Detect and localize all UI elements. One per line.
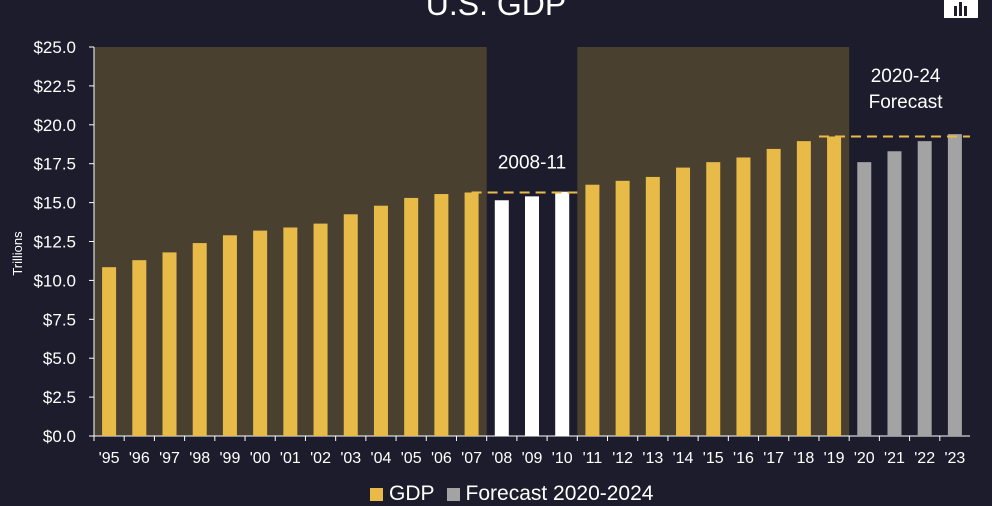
bar-05: [404, 197, 419, 436]
annotation-2008-11: 2008-11: [498, 152, 566, 173]
bar-11: [585, 184, 600, 436]
x-tick-label: '20: [854, 450, 875, 467]
bar-13: [645, 176, 660, 436]
bar-18: [796, 141, 811, 436]
chart-legend: GDP Forecast 2020-2024: [370, 482, 653, 506]
bar-01: [283, 227, 298, 436]
y-tick-label: $25.0: [33, 38, 76, 57]
bar-02: [313, 223, 328, 436]
legend-swatch-gdp: [370, 487, 383, 501]
bar-16: [736, 157, 751, 436]
x-tick-label: '12: [612, 450, 633, 467]
x-tick-label: '17: [763, 450, 784, 467]
legend-label-gdp: GDP: [389, 482, 435, 505]
y-tick-label: $5.0: [43, 349, 76, 368]
x-tick-label: '06: [431, 450, 452, 467]
y-tick-label: $17.5: [33, 155, 76, 174]
bar-95: [102, 267, 117, 436]
x-tick-label: '14: [673, 450, 694, 467]
x-tick-label: '02: [310, 450, 331, 467]
legend-item-forecast: Forecast 2020-2024: [446, 482, 654, 506]
x-tick-label: '13: [642, 450, 663, 467]
bar-10: [555, 191, 570, 436]
y-tick-label: $7.5: [43, 310, 76, 329]
x-tick-label: '19: [824, 450, 845, 467]
x-tick-label: '95: [99, 450, 120, 467]
x-tick-label: '18: [793, 450, 814, 467]
annotation-forecast-years: 2020-24: [871, 66, 941, 87]
x-tick-label: '23: [944, 450, 965, 467]
y-tick-label: $15.0: [33, 194, 76, 213]
bar-08: [494, 200, 509, 436]
bar-chart: $0.0 $2.5 $5.0 $7.5 $10.0 $12.5 $15.0 $17.5 $20.…: [10, 38, 970, 467]
x-tick-label: '07: [461, 450, 482, 467]
x-tick-label: '03: [340, 450, 361, 467]
bar-23: [947, 134, 962, 437]
x-tick-label: '21: [884, 450, 905, 467]
y-tick-label: $0.0: [43, 427, 76, 446]
x-tick-label: '10: [552, 450, 573, 467]
bar-12: [615, 180, 630, 436]
x-tick-label: '16: [733, 450, 754, 467]
bar-97: [162, 252, 177, 436]
legend-item-gdp: GDP: [370, 482, 435, 506]
bar-14: [676, 167, 691, 436]
y-tick-label: $10.0: [33, 271, 76, 290]
brand-logo-icon: [944, 0, 978, 18]
bar-22: [917, 141, 932, 436]
y-tick-label: $20.0: [33, 116, 76, 135]
bar-98: [192, 243, 207, 436]
bar-00: [253, 230, 268, 436]
x-tick-label: '11: [583, 450, 603, 467]
x-tick-label: '97: [159, 450, 180, 467]
legend-swatch-forecast: [446, 487, 460, 501]
y-tick-label: $2.5: [43, 388, 76, 407]
legend-label-forecast: Forecast 2020-2024: [465, 482, 654, 505]
x-tick-label: '00: [250, 450, 271, 467]
y-tick-label: $12.5: [33, 233, 76, 252]
x-tick-label: '15: [703, 450, 724, 467]
x-tick-label: '98: [189, 450, 210, 467]
x-tick-label: '96: [129, 450, 150, 467]
y-tick-label: $22.5: [33, 77, 76, 96]
bar-04: [373, 205, 388, 436]
bar-20: [857, 162, 872, 437]
bar-07: [464, 192, 479, 436]
x-tick-label: '08: [491, 450, 512, 467]
bar-21: [887, 151, 902, 436]
x-tick-label: '04: [371, 450, 392, 467]
bar-03: [343, 214, 358, 436]
x-tick-label: '09: [522, 450, 543, 467]
bar-99: [222, 235, 237, 436]
bar-06: [434, 194, 449, 436]
y-axis-title: Trillions: [10, 231, 25, 276]
x-tick-label: '99: [220, 450, 241, 467]
bar-19: [827, 136, 842, 436]
x-tick-label: '05: [401, 450, 422, 467]
bar-15: [706, 162, 721, 437]
annotation-forecast-label: Forecast: [869, 92, 944, 113]
x-tick-label: '01: [280, 450, 301, 467]
bar-96: [132, 260, 147, 436]
chart-title: U.S. GDP: [425, 0, 567, 22]
x-tick-label: '22: [914, 450, 935, 467]
bar-17: [766, 148, 781, 436]
bar-09: [525, 196, 539, 436]
